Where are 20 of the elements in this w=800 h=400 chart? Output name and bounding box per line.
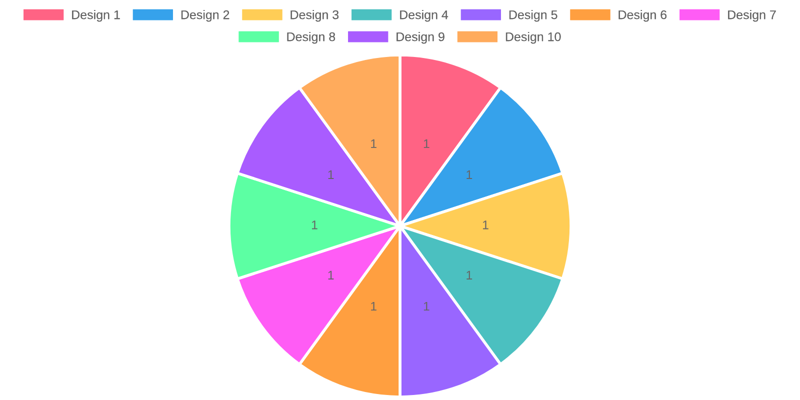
legend-label: Design 4: [400, 10, 448, 22]
legend-label: Design 1: [72, 10, 120, 22]
data-label: 1: [328, 170, 334, 179]
legend-label: Design 5: [509, 10, 558, 22]
data-label: 1: [371, 139, 376, 148]
legend-label: Design 7: [728, 10, 776, 22]
data-label: 1: [466, 170, 472, 179]
legend-label: Design 10: [506, 32, 561, 44]
legend-label: Design 6: [618, 10, 667, 22]
legend-label: Design 9: [396, 32, 444, 44]
legend-label: Design 8: [287, 32, 336, 44]
legend-label: Design 3: [290, 10, 339, 22]
legend-label: Design 2: [181, 10, 230, 22]
data-label: 1: [371, 302, 376, 311]
data-label: 1: [328, 270, 334, 280]
data-label: 1: [424, 302, 430, 311]
data-label: 1: [482, 220, 488, 230]
data-label: 1: [466, 270, 472, 280]
data-label: 1: [312, 220, 318, 230]
data-label: 1: [424, 139, 430, 148]
